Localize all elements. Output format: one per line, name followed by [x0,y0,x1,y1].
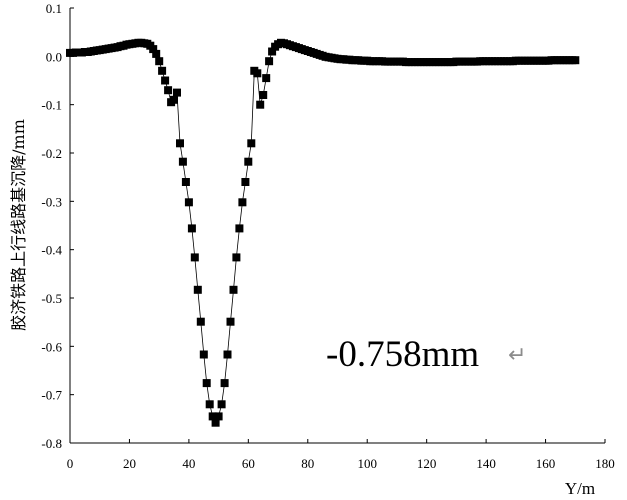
data-point [176,139,184,148]
data-point [199,350,208,359]
data-point [158,66,167,75]
y-tick-label: -0.5 [41,291,62,306]
series-line [70,42,576,424]
data-point [241,178,250,186]
data-point [256,100,265,109]
data-point [247,139,256,148]
data-point [268,47,277,56]
data-point [571,56,580,65]
y-tick-label: -0.3 [41,194,62,209]
x-tick-label: 100 [357,456,377,471]
data-point [262,74,271,83]
data-point [223,350,232,359]
axes [69,8,605,444]
data-point [193,285,202,294]
data-point [253,69,262,78]
data-point [265,57,274,66]
y-tick-label: -0.2 [41,146,62,161]
data-point [164,86,173,95]
data-point [170,95,178,104]
data-point [244,157,253,166]
y-axis-label: 胶济铁路上行线路基沉降/mm [9,119,28,331]
y-tick-label: -0.6 [41,339,62,354]
data-point [155,57,164,66]
data-point [152,49,161,58]
data-point [259,91,268,99]
x-axis-label: Y/m [565,479,595,498]
x-tick-label: 120 [417,456,437,471]
data-point [202,379,211,388]
data-point [161,76,170,85]
data-point [211,418,220,427]
annotation-return-mark: ↵ [508,343,526,368]
data-point [220,379,229,388]
y-tick-label: -0.7 [41,388,62,403]
x-tick-label: 60 [242,456,255,471]
x-tick-label: 140 [476,456,496,471]
data-point [226,317,235,326]
data-point [217,400,226,409]
x-tick-label: 20 [123,456,136,471]
data-point [196,317,205,326]
data-point [238,198,247,207]
data-point [205,400,214,409]
data-point [187,224,196,233]
data-point [173,88,181,97]
data-point [184,198,193,207]
x-tick-label: 160 [536,456,556,471]
data-series [66,38,580,427]
y-ticks: 0.1 0.0 -0.1 -0.2 -0.3 -0.4 -0.5 -0.6 -0.7 -0.8 [41,1,74,451]
series-points [66,38,580,427]
data-point [214,412,223,421]
x-tick-label: 180 [595,456,615,471]
data-point [235,224,244,233]
y-tick-label: 0.0 [46,49,62,64]
x-tick-label: 80 [301,456,314,471]
y-tick-label: -0.1 [41,98,62,113]
x-tick-label: 0 [67,456,74,471]
data-point [208,412,217,421]
annotation-value: -0.758mm [326,334,479,375]
data-point [149,45,158,54]
data-point [232,253,241,262]
y-tick-label: -0.4 [41,243,62,258]
y-tick-label: 0.1 [46,1,62,16]
x-tick-label: 40 [182,456,195,471]
data-point [229,285,238,294]
data-point [178,157,187,166]
data-point [190,253,199,262]
x-ticks: 0 20 40 60 80 100 120 140 160 180 [67,439,615,471]
data-point [181,178,190,186]
y-tick-label: -0.8 [41,436,62,451]
